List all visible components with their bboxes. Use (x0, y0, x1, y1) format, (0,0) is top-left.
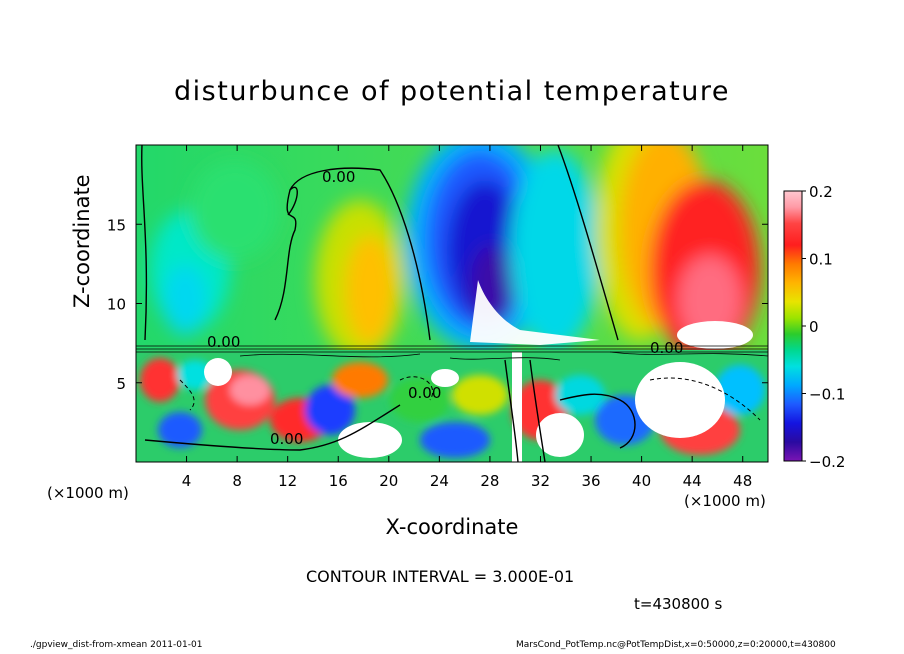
contour-label: 0.00 (322, 168, 355, 186)
x-tick-label: 40 (632, 472, 651, 490)
colorbar (783, 190, 803, 462)
contour-label: 0.00 (408, 384, 441, 402)
contour-label: 0.00 (270, 430, 303, 448)
colorbar-tick-label: 0.2 (809, 183, 833, 201)
y-tick-label: 15 (107, 216, 126, 234)
colorbar-tick-label: 0.1 (809, 251, 833, 269)
footer-command: ./gpview_dist-from-xmean 2011-01-01 (30, 640, 203, 650)
x-unit-label-right: (×1000 m) (684, 492, 766, 510)
contour-interval-text: CONTOUR INTERVAL = 3.000E-01 (306, 567, 575, 586)
contour-label: 0.00 (207, 333, 240, 351)
y-tick-label: 5 (116, 375, 126, 393)
x-unit-label-left: (×1000 m) (47, 484, 129, 502)
x-tick-label: 28 (480, 472, 499, 490)
x-axis-label: X-coordinate (385, 515, 519, 539)
colorbar-ticks: 0.2 0.1 0 −0.1 −0.2 (802, 183, 845, 471)
contour-labels: 0.00 0.00 0.00 0.00 0.00 (207, 168, 683, 448)
zero-contours (141, 145, 636, 462)
x-tick-label: 8 (232, 472, 242, 490)
footer-source: MarsCond_PotTemp.nc@PotTempDist,x=0:5000… (516, 640, 836, 650)
y-axis: 5 10 15 (107, 216, 768, 393)
x-tick-label: 44 (683, 472, 702, 490)
x-tick-label: 24 (430, 472, 449, 490)
heatmap-field (136, 145, 768, 462)
chart-title: disturbunce of potential temperature (174, 76, 730, 107)
y-tick-label: 10 (107, 296, 126, 314)
x-tick-label: 32 (531, 472, 550, 490)
colorbar-tick-label: −0.1 (809, 386, 845, 404)
x-axis: 4 8 12 16 20 24 28 32 36 40 44 48 (182, 145, 752, 490)
x-tick-label: 48 (733, 472, 752, 490)
x-tick-label: 16 (329, 472, 348, 490)
x-tick-label: 36 (581, 472, 600, 490)
x-tick-label: 12 (278, 472, 297, 490)
colorbar-tick-label: 0 (809, 318, 819, 336)
x-tick-label: 4 (182, 472, 192, 490)
x-tick-label: 20 (379, 472, 398, 490)
y-axis-label: Z-coordinate (70, 174, 94, 308)
colorbar-tick-label: −0.2 (809, 453, 845, 471)
time-label: t=430800 s (634, 595, 723, 613)
contour-label: 0.00 (650, 339, 683, 357)
